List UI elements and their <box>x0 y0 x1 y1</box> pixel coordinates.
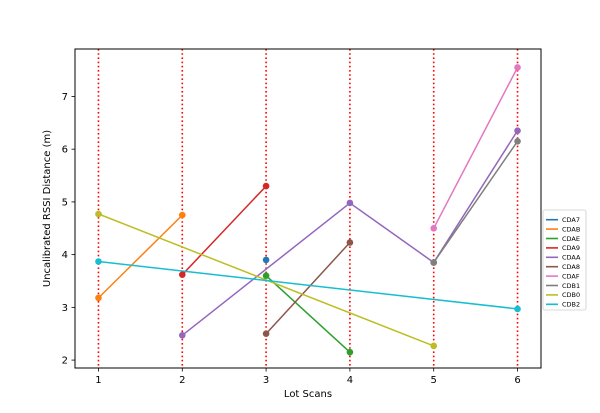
series-line <box>433 67 519 229</box>
x-tick-label: 6 <box>514 375 520 386</box>
y-axis-title: Uncalibrated RSSI Distance (m) <box>42 130 53 287</box>
series-line <box>433 140 519 263</box>
data-point <box>430 224 438 232</box>
series-line <box>97 214 183 299</box>
x-tick-label: 2 <box>179 375 185 386</box>
legend-label: CDA7 <box>562 216 580 224</box>
series-line <box>181 130 519 336</box>
data-point <box>95 210 102 218</box>
series-points <box>95 64 521 356</box>
data-point <box>262 256 270 264</box>
x-tick-label: 4 <box>347 375 353 386</box>
data-point <box>346 348 354 356</box>
data-point <box>514 137 521 145</box>
legend-label: CDAF <box>562 272 580 280</box>
series-line <box>181 185 267 276</box>
data-point <box>95 294 102 302</box>
y-tick-label: 2 <box>62 356 68 367</box>
series-line <box>265 241 351 335</box>
data-point <box>514 64 521 71</box>
x-axis: 1 2 3 4 5 6 <box>95 368 521 386</box>
series-lines <box>97 67 519 353</box>
data-point <box>178 271 186 278</box>
y-tick-label: 6 <box>62 145 68 156</box>
legend-label: CDB0 <box>562 291 580 299</box>
data-point <box>514 127 521 135</box>
x-tick-label: 1 <box>95 375 101 386</box>
legend-label: CDAA <box>562 254 581 262</box>
y-tick-label: 3 <box>62 303 68 314</box>
data-point <box>262 272 270 280</box>
series-line <box>98 260 518 310</box>
data-point <box>430 342 438 350</box>
data-point <box>430 259 438 266</box>
data-point <box>95 258 102 265</box>
x-tick-label: 5 <box>431 375 437 386</box>
y-axis: 2 3 4 5 6 7 <box>62 92 75 367</box>
plot-frame <box>74 48 542 369</box>
legend-label: CDA8 <box>562 263 580 271</box>
legend-label: CDB1 <box>562 282 580 290</box>
vertical-marker-lines <box>97 49 519 368</box>
x-tick-label: 3 <box>263 375 269 386</box>
series-line <box>265 275 351 353</box>
y-tick-label: 4 <box>62 250 68 261</box>
data-point <box>262 182 270 190</box>
legend-label: CDA9 <box>562 244 580 252</box>
legend-label: CDAB <box>562 225 580 233</box>
y-tick-label: 5 <box>62 197 68 208</box>
data-point <box>262 330 270 338</box>
data-point <box>346 199 354 207</box>
legend-label: CDAE <box>562 235 580 243</box>
data-point <box>514 305 521 313</box>
legend-label: CDB2 <box>562 301 580 309</box>
data-point <box>178 211 186 219</box>
x-axis-title: Lot Scans <box>284 389 332 400</box>
data-point <box>178 332 186 339</box>
data-point <box>346 239 354 246</box>
y-tick-label: 7 <box>62 92 68 103</box>
